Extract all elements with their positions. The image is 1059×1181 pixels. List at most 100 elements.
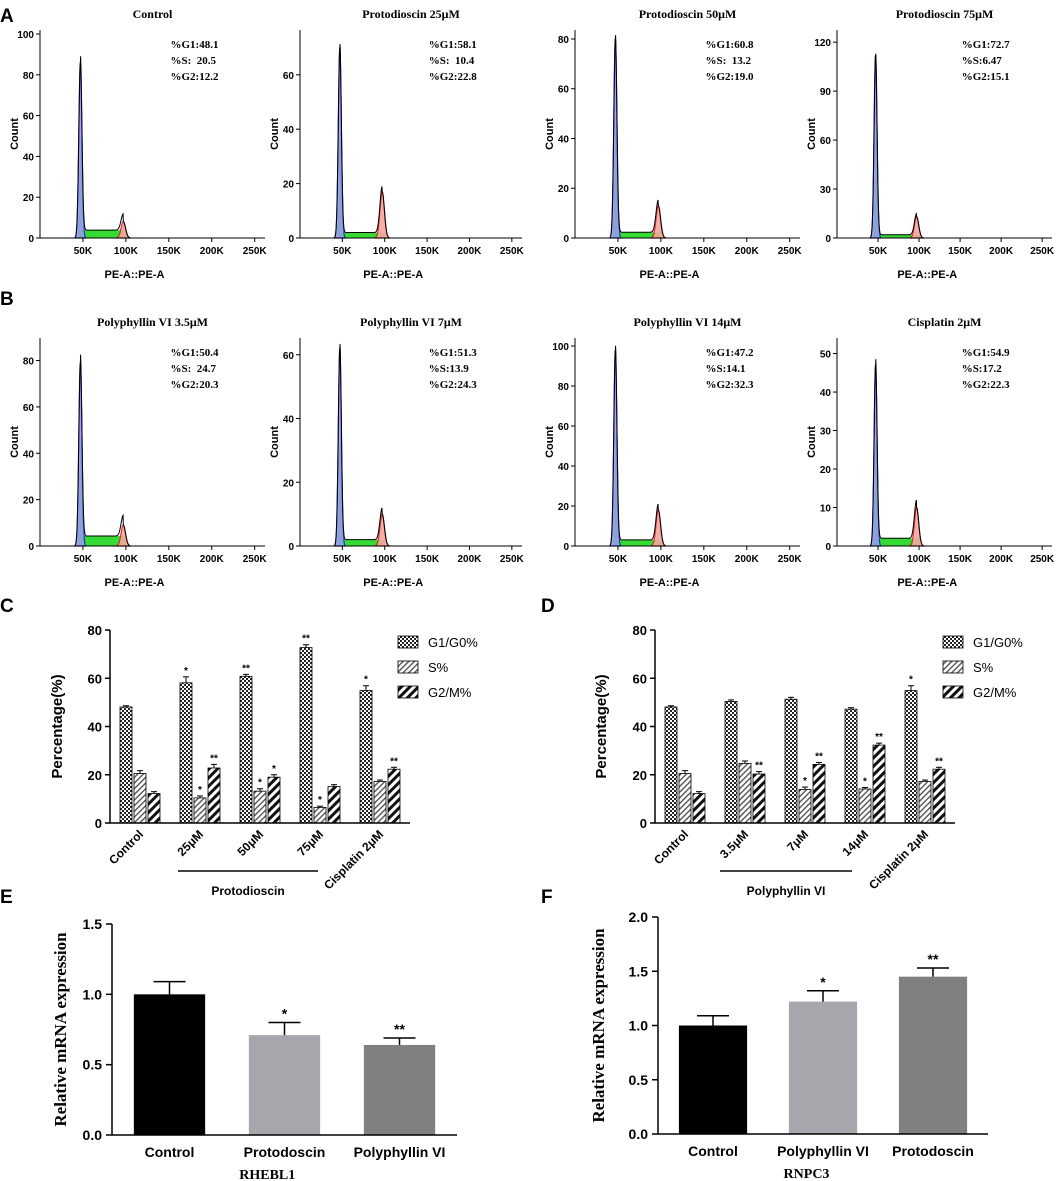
histogram-x-tick-label: 200K <box>735 554 760 565</box>
legend-swatch <box>398 686 418 698</box>
significance-marker: ** <box>755 761 763 772</box>
mrna-y-tick-label: 1.5 <box>629 963 649 979</box>
bar-category-label: 3.5μM <box>717 827 751 861</box>
histogram-s-phase-fill <box>78 435 127 546</box>
histogram-stat-line: %G1:47.2 <box>706 347 754 359</box>
histogram-stat-line: %S:13.9 <box>429 363 470 375</box>
histogram-y-tick-label: 80 <box>558 382 570 393</box>
bar-category-label: 25μM <box>175 827 207 859</box>
histogram-y-tick-label: 0 <box>288 234 294 245</box>
histogram-x-tick-label: 100K <box>373 246 398 257</box>
group-bracket-label: Protodioscin <box>211 884 284 898</box>
bar-y-tick-label: 0 <box>640 816 647 831</box>
histogram-y-tick-label: 10 <box>820 504 832 515</box>
histogram-y-tick-label: 0 <box>563 234 569 245</box>
histogram-stat-line: %G2:22.3 <box>962 379 1010 391</box>
histogram-y-tick-label: 60 <box>558 422 570 433</box>
histogram-y-tick-label: 20 <box>23 193 35 204</box>
histogram-y-tick-label: 0 <box>825 234 831 245</box>
histogram-y-tick-label: 50 <box>820 350 832 361</box>
mrna-category-label: Polyphyllin VI <box>354 1144 446 1160</box>
histogram-x-tick-label: 100K <box>114 246 139 257</box>
histogram-title: Polyphyllin VI 7μM <box>360 315 462 329</box>
histogram-stat-line: %S: 13.2 <box>706 55 752 67</box>
significance-marker: * <box>820 974 826 990</box>
histogram-y-tick-label: 80 <box>23 71 35 82</box>
mrna-bar <box>134 994 205 1135</box>
mrna-bar-chart-e: Control * Protodoscin ** Polyphyllin VI 0.0 0.… <box>51 916 457 1181</box>
histogram-outline <box>855 359 944 546</box>
histogram-x-tick-label: 200K <box>458 554 483 565</box>
histogram-outline <box>59 355 152 546</box>
mrna-category-label: Protodoscin <box>892 1143 974 1159</box>
histogram-stat-line: %S: 10.4 <box>429 55 475 67</box>
bar-G1/G0% <box>905 691 917 823</box>
mrna-y-label: Relative mRNA expression <box>51 932 70 1127</box>
histogram-y-tick-label: 0 <box>288 542 294 553</box>
histogram-outline <box>319 44 411 238</box>
legend-label: G1/G0% <box>428 635 478 650</box>
bar-G2/M% <box>693 794 705 823</box>
histogram-x-tick-label: 50K <box>869 246 888 257</box>
histogram-x-tick-label: 200K <box>200 554 225 565</box>
mrna-y-tick-label: 1.0 <box>629 1018 649 1034</box>
significance-marker: ** <box>242 663 250 674</box>
histogram-y-tick-label: 40 <box>283 415 295 426</box>
mrna-bar <box>364 1045 435 1135</box>
bar-G1/G0% <box>360 691 372 823</box>
histogram-stat-line: %G1:58.1 <box>429 39 477 51</box>
histogram-y-tick-label: 30 <box>820 185 832 196</box>
significance-marker: ** <box>875 732 883 743</box>
mrna-bar <box>789 1002 857 1134</box>
bar-category-label: 7μM <box>784 827 811 854</box>
histogram-stat-line: %S:17.2 <box>962 363 1003 375</box>
histogram-stat-line: %G1:48.1 <box>171 39 219 51</box>
mrna-bar <box>899 977 967 1134</box>
panel-label-a: A <box>0 6 14 27</box>
histogram-s-phase-fill <box>873 134 920 238</box>
panel-label-f: F <box>541 887 553 908</box>
histogram-y-tick-label: 20 <box>558 184 570 195</box>
legend-swatch <box>943 636 963 648</box>
histogram-stat-line: %G2:22.8 <box>429 71 477 83</box>
mrna-bar <box>679 1026 747 1135</box>
histogram-title: Polyphyllin VI 14μM <box>634 315 742 329</box>
significance-marker: ** <box>394 1021 405 1037</box>
bar-S% <box>859 789 871 823</box>
histogram-x-tick-label: 50K <box>609 554 628 565</box>
mrna-y-tick-label: 0.0 <box>83 1127 103 1143</box>
histogram-x-tick-label: 250K <box>778 246 803 257</box>
histogram-y-tick-label: 80 <box>23 357 35 368</box>
histogram-stat-line: %G2:20.3 <box>171 379 219 391</box>
bar-category-label: Cisplatin 2μM <box>866 827 931 892</box>
bar-G2/M% <box>753 774 765 823</box>
histogram-x-label: PE-A::PE-A <box>105 577 165 589</box>
histogram-y-tick-label: 60 <box>23 403 35 414</box>
histogram-y-tick-label: 20 <box>283 478 295 489</box>
histogram-x-tick-label: 200K <box>735 246 760 257</box>
significance-marker: ** <box>935 756 943 767</box>
bar-y-tick-label: 80 <box>633 623 647 638</box>
significance-marker: ** <box>210 753 218 764</box>
histogram-x-tick-label: 150K <box>692 554 717 565</box>
histogram-stat-line: %G2:24.3 <box>429 379 477 391</box>
histogram-outline <box>855 54 944 238</box>
legend-swatch <box>943 661 963 673</box>
mrna-category-label: Control <box>145 1144 195 1160</box>
bar-y-tick-label: 80 <box>88 623 102 638</box>
bar-S% <box>799 789 811 823</box>
legend-label: G1/G0% <box>973 635 1023 650</box>
histogram-y-tick-label: 0 <box>825 542 831 553</box>
bar-G1/G0% <box>785 699 797 823</box>
bar-S% <box>739 763 751 823</box>
bar-G1/G0% <box>665 707 677 823</box>
histogram-y-tick-label: 40 <box>820 388 832 399</box>
mrna-category-label: Control <box>688 1143 738 1159</box>
significance-marker: * <box>272 764 276 775</box>
mrna-x-label: RHEBL1 <box>239 1168 295 1181</box>
bar-G2/M% <box>388 769 400 823</box>
